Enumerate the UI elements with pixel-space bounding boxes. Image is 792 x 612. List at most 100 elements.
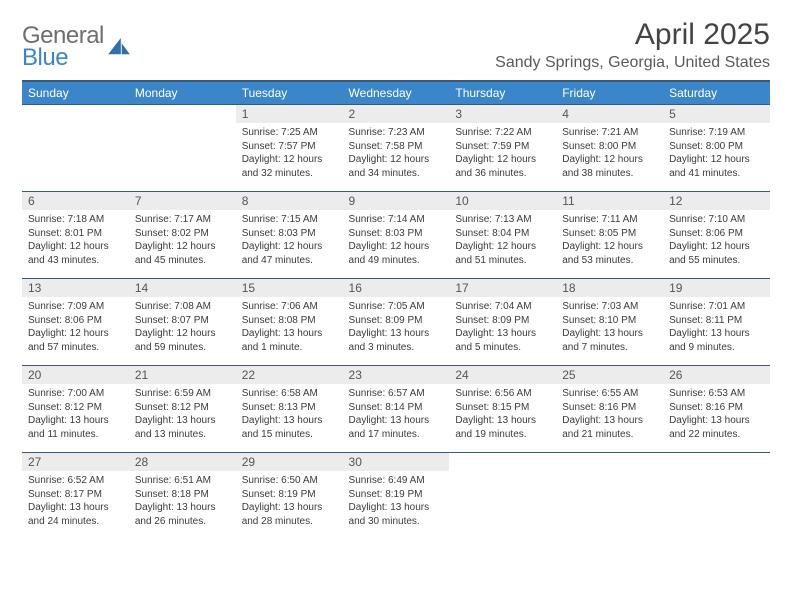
calendar-week-row: 13Sunrise: 7:09 AMSunset: 8:06 PMDayligh… [22, 279, 770, 366]
sunrise-line: Sunrise: 7:17 AM [135, 213, 230, 227]
sunrise-line: Sunrise: 7:18 AM [28, 213, 123, 227]
calendar-day-cell: 23Sunrise: 6:57 AMSunset: 8:14 PMDayligh… [343, 366, 450, 453]
daylight-line: Daylight: 12 hours and 38 minutes. [562, 153, 657, 180]
day-number: 28 [129, 453, 236, 471]
daylight-line: Daylight: 13 hours and 30 minutes. [349, 501, 444, 528]
daylight-line: Daylight: 13 hours and 3 minutes. [349, 327, 444, 354]
day-number: 7 [129, 192, 236, 210]
day-details: Sunrise: 6:56 AMSunset: 8:15 PMDaylight:… [449, 384, 556, 445]
day-number: 29 [236, 453, 343, 471]
sunset-line: Sunset: 8:19 PM [242, 488, 337, 502]
day-number: 4 [556, 105, 663, 123]
day-number: 8 [236, 192, 343, 210]
calendar-day-cell: .. [22, 105, 129, 192]
day-number: 12 [663, 192, 770, 210]
sunset-line: Sunset: 8:08 PM [242, 314, 337, 328]
sunset-line: Sunset: 8:16 PM [669, 401, 764, 415]
calendar-day-cell: 2Sunrise: 7:23 AMSunset: 7:58 PMDaylight… [343, 105, 450, 192]
day-details: Sunrise: 7:21 AMSunset: 8:00 PMDaylight:… [556, 123, 663, 184]
sunset-line: Sunset: 8:04 PM [455, 227, 550, 241]
daylight-line: Daylight: 13 hours and 1 minute. [242, 327, 337, 354]
calendar-day-cell: 30Sunrise: 6:49 AMSunset: 8:19 PMDayligh… [343, 453, 450, 540]
day-number: 26 [663, 366, 770, 384]
calendar-day-cell: 17Sunrise: 7:04 AMSunset: 8:09 PMDayligh… [449, 279, 556, 366]
sunrise-line: Sunrise: 7:22 AM [455, 126, 550, 140]
day-details: Sunrise: 7:01 AMSunset: 8:11 PMDaylight:… [663, 297, 770, 358]
daylight-line: Daylight: 12 hours and 51 minutes. [455, 240, 550, 267]
calendar-day-cell: 20Sunrise: 7:00 AMSunset: 8:12 PMDayligh… [22, 366, 129, 453]
day-details: Sunrise: 7:04 AMSunset: 8:09 PMDaylight:… [449, 297, 556, 358]
sunrise-line: Sunrise: 7:11 AM [562, 213, 657, 227]
sunset-line: Sunset: 8:09 PM [455, 314, 550, 328]
calendar-day-cell: .. [449, 453, 556, 540]
sunset-line: Sunset: 8:01 PM [28, 227, 123, 241]
day-number: 30 [343, 453, 450, 471]
calendar-day-cell: 28Sunrise: 6:51 AMSunset: 8:18 PMDayligh… [129, 453, 236, 540]
day-number: 11 [556, 192, 663, 210]
day-number: 13 [22, 279, 129, 297]
month-title: April 2025 [495, 18, 770, 52]
weekday-header: Monday [129, 81, 236, 105]
daylight-line: Daylight: 13 hours and 19 minutes. [455, 414, 550, 441]
calendar-day-cell: .. [663, 453, 770, 540]
sunrise-line: Sunrise: 7:21 AM [562, 126, 657, 140]
sunset-line: Sunset: 8:16 PM [562, 401, 657, 415]
daylight-line: Daylight: 12 hours and 32 minutes. [242, 153, 337, 180]
daylight-line: Daylight: 12 hours and 47 minutes. [242, 240, 337, 267]
daylight-line: Daylight: 12 hours and 59 minutes. [135, 327, 230, 354]
sunrise-line: Sunrise: 7:08 AM [135, 300, 230, 314]
day-number: 3 [449, 105, 556, 123]
day-number: 24 [449, 366, 556, 384]
calendar-day-cell: 7Sunrise: 7:17 AMSunset: 8:02 PMDaylight… [129, 192, 236, 279]
sunrise-line: Sunrise: 7:09 AM [28, 300, 123, 314]
daylight-line: Daylight: 12 hours and 53 minutes. [562, 240, 657, 267]
day-details: Sunrise: 6:49 AMSunset: 8:19 PMDaylight:… [343, 471, 450, 532]
day-number: 17 [449, 279, 556, 297]
weekday-header: Sunday [22, 81, 129, 105]
calendar-week-row: ....1Sunrise: 7:25 AMSunset: 7:57 PMDayl… [22, 105, 770, 192]
daylight-line: Daylight: 12 hours and 43 minutes. [28, 240, 123, 267]
sunset-line: Sunset: 8:03 PM [349, 227, 444, 241]
day-details: Sunrise: 7:10 AMSunset: 8:06 PMDaylight:… [663, 210, 770, 271]
sunset-line: Sunset: 8:05 PM [562, 227, 657, 241]
sunrise-line: Sunrise: 6:51 AM [135, 474, 230, 488]
sunrise-line: Sunrise: 6:59 AM [135, 387, 230, 401]
daylight-line: Daylight: 13 hours and 24 minutes. [28, 501, 123, 528]
calendar-day-cell: 22Sunrise: 6:58 AMSunset: 8:13 PMDayligh… [236, 366, 343, 453]
sunrise-line: Sunrise: 6:53 AM [669, 387, 764, 401]
daylight-line: Daylight: 13 hours and 5 minutes. [455, 327, 550, 354]
day-details: Sunrise: 7:25 AMSunset: 7:57 PMDaylight:… [236, 123, 343, 184]
sunset-line: Sunset: 8:13 PM [242, 401, 337, 415]
day-number: 21 [129, 366, 236, 384]
brand-sail-icon [108, 38, 130, 56]
sunset-line: Sunset: 8:06 PM [669, 227, 764, 241]
day-details: Sunrise: 6:55 AMSunset: 8:16 PMDaylight:… [556, 384, 663, 445]
sunset-line: Sunset: 8:12 PM [135, 401, 230, 415]
daylight-line: Daylight: 12 hours and 36 minutes. [455, 153, 550, 180]
day-details: Sunrise: 7:03 AMSunset: 8:10 PMDaylight:… [556, 297, 663, 358]
calendar-day-cell: 29Sunrise: 6:50 AMSunset: 8:19 PMDayligh… [236, 453, 343, 540]
sunrise-line: Sunrise: 7:15 AM [242, 213, 337, 227]
day-number: 27 [22, 453, 129, 471]
sunrise-line: Sunrise: 6:52 AM [28, 474, 123, 488]
daylight-line: Daylight: 12 hours and 55 minutes. [669, 240, 764, 267]
brand-logo: General Blue [22, 18, 130, 67]
daylight-line: Daylight: 12 hours and 57 minutes. [28, 327, 123, 354]
calendar-day-cell: 10Sunrise: 7:13 AMSunset: 8:04 PMDayligh… [449, 192, 556, 279]
daylight-line: Daylight: 13 hours and 26 minutes. [135, 501, 230, 528]
daylight-line: Daylight: 13 hours and 9 minutes. [669, 327, 764, 354]
day-number: 2 [343, 105, 450, 123]
sunrise-line: Sunrise: 6:58 AM [242, 387, 337, 401]
day-details: Sunrise: 7:14 AMSunset: 8:03 PMDaylight:… [343, 210, 450, 271]
sunset-line: Sunset: 8:12 PM [28, 401, 123, 415]
sunrise-line: Sunrise: 6:50 AM [242, 474, 337, 488]
calendar-week-row: 27Sunrise: 6:52 AMSunset: 8:17 PMDayligh… [22, 453, 770, 540]
sunset-line: Sunset: 8:15 PM [455, 401, 550, 415]
daylight-line: Daylight: 13 hours and 13 minutes. [135, 414, 230, 441]
sunrise-line: Sunrise: 6:55 AM [562, 387, 657, 401]
sunrise-line: Sunrise: 7:25 AM [242, 126, 337, 140]
sunset-line: Sunset: 8:03 PM [242, 227, 337, 241]
daylight-line: Daylight: 12 hours and 45 minutes. [135, 240, 230, 267]
day-details: Sunrise: 6:50 AMSunset: 8:19 PMDaylight:… [236, 471, 343, 532]
sunrise-line: Sunrise: 6:56 AM [455, 387, 550, 401]
